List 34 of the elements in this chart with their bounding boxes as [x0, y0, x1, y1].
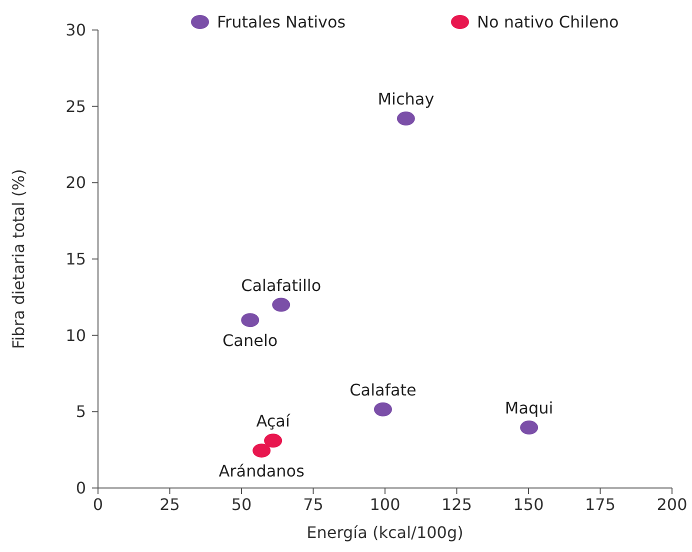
y-tick-label: 5	[76, 402, 86, 422]
annotation: Calafate	[350, 380, 416, 400]
x-tick-label: 200	[656, 495, 688, 514]
annotation: Michay	[378, 90, 434, 109]
y-tick-label: 25	[66, 96, 86, 116]
point	[241, 313, 260, 328]
x-tick-label: 50	[231, 495, 252, 514]
annotation: Calafatillo	[241, 276, 322, 295]
x-tick-label: 25	[160, 495, 180, 514]
y-tick-label: 20	[66, 173, 86, 192]
point	[374, 402, 392, 416]
point	[520, 420, 538, 435]
x-tick-label: 150	[513, 495, 544, 514]
annotation: Maqui	[504, 398, 554, 418]
x-axis-title: Energía (kcal/100g)	[306, 523, 464, 542]
annotation: Canelo	[222, 331, 278, 350]
y-tick-label: 0	[76, 478, 86, 498]
annotation: Açaí	[256, 412, 290, 431]
x-tick-label: 0	[92, 495, 104, 514]
y-axis-title: Fibra dietaria total (%)	[9, 169, 28, 349]
point	[272, 298, 290, 312]
y-tick-label: 15	[66, 250, 86, 268]
x-tick-label: 100	[370, 495, 400, 514]
point	[252, 444, 271, 458]
x-tick-label: 75	[303, 495, 324, 514]
legend-label: No nativo Chileno	[477, 12, 619, 32]
point	[396, 112, 415, 126]
annotation: Arándanos	[218, 462, 304, 481]
x-tick-label: 175	[584, 495, 616, 514]
legend-label: Frutales Nativos	[217, 12, 346, 32]
y-tick-label: 10	[66, 326, 86, 345]
point	[264, 434, 282, 448]
x-tick-label: 125	[441, 495, 472, 514]
y-tick-label: 30	[66, 20, 86, 40]
